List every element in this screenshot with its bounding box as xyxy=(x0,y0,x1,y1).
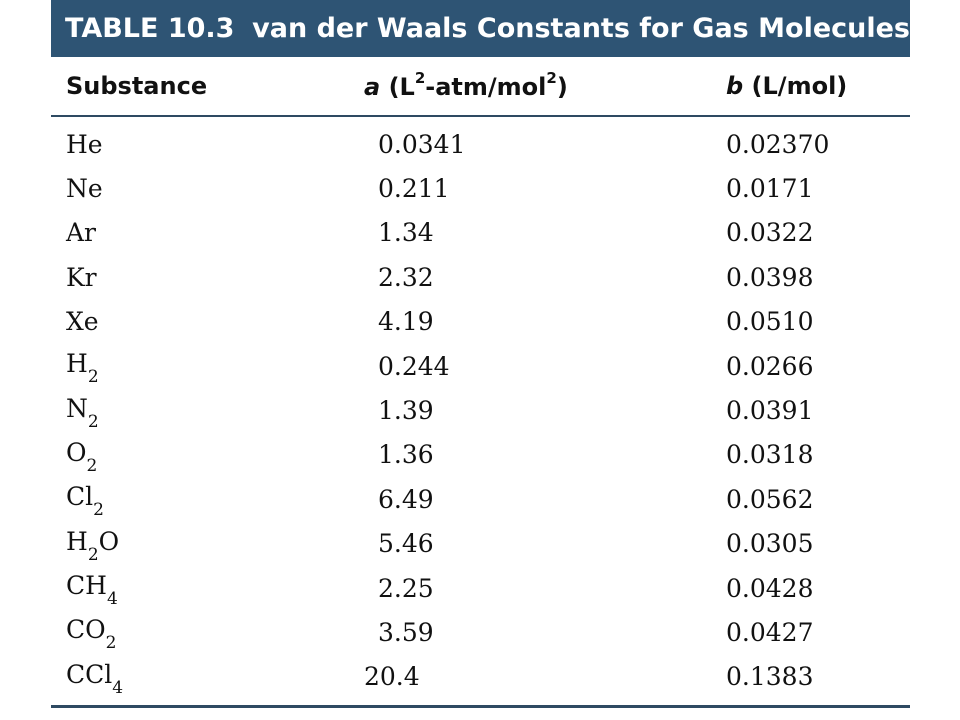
cell-a-value: 6.49 xyxy=(378,484,434,514)
substance-base: CH xyxy=(66,571,107,601)
cell-b-value: 0.02370 xyxy=(726,129,830,159)
substance-base: CCl xyxy=(66,659,113,689)
cell-a-value: 2.25 xyxy=(378,573,434,603)
table-body: He 0.0341 0.02370 Ne 0.211 0.0171 Ar 1.34 0.0322… xyxy=(51,117,910,699)
cell-b-value: 0.0266 xyxy=(726,351,814,381)
table-row: O2 1.36 0.0318 xyxy=(51,433,910,477)
header-a: a (L2-atm/mol2) xyxy=(364,68,726,101)
cell-b-value: 0.0391 xyxy=(726,396,814,426)
table-row: CCl4 20.4 0.1383 xyxy=(51,655,910,699)
substance-subscript: 2 xyxy=(87,367,99,388)
header-substance: Substance xyxy=(66,72,208,100)
cell-b-value: 0.0510 xyxy=(726,307,814,337)
cell-substance: CCl4 xyxy=(51,659,364,698)
table-row: Xe 4.19 0.0510 xyxy=(51,300,910,344)
substance-subscript: 2 xyxy=(93,500,104,521)
substance-base: Ne xyxy=(66,174,103,204)
substance-base: H xyxy=(66,526,88,556)
substance-subscript: 2 xyxy=(87,411,99,432)
header-b-symbol: b xyxy=(726,72,744,100)
substance-base: CO xyxy=(66,615,106,645)
substance-base: Ar xyxy=(66,218,97,248)
cell-substance: He xyxy=(51,130,364,159)
table-number: TABLE 10.3 xyxy=(65,13,235,44)
header-a-unit-exp1: 2 xyxy=(414,68,426,87)
cell-b-value: 0.0322 xyxy=(726,218,814,248)
cell-a-value: 1.39 xyxy=(378,396,434,426)
cell-substance: CO2 xyxy=(51,615,364,653)
cell-substance: Ne xyxy=(51,174,364,203)
substance-tail: O xyxy=(98,526,120,556)
cell-a-value: 3.59 xyxy=(378,617,434,647)
header-a-unit-exp2: 2 xyxy=(546,68,557,87)
header-b-unit: (L/mol) xyxy=(751,72,848,100)
cell-a-value: 20.4 xyxy=(364,662,420,692)
header-a-symbol: a xyxy=(364,72,381,101)
cell-b-value: 0.0305 xyxy=(726,529,814,559)
cell-b-value: 0.0171 xyxy=(726,174,814,204)
substance-subscript: 2 xyxy=(87,544,99,565)
substance-base: Kr xyxy=(66,262,97,292)
cell-substance: CH4 xyxy=(51,571,364,609)
table-title-bar: TABLE 10.3 van der Waals Constants for G… xyxy=(51,0,910,57)
table-row: Ne 0.211 0.0171 xyxy=(51,166,910,210)
cell-a-value: 1.36 xyxy=(378,440,434,470)
cell-substance: H2O xyxy=(51,526,364,565)
cell-a-value: 5.46 xyxy=(378,529,434,559)
header-a-unit-pre: (L xyxy=(388,72,415,101)
substance-subscript: 2 xyxy=(86,455,98,476)
cell-b-value: 0.1383 xyxy=(726,662,814,692)
cell-a-value: 0.211 xyxy=(378,174,450,204)
table-row: CH4 2.25 0.0428 xyxy=(51,566,910,610)
cell-a-value: 0.244 xyxy=(378,351,450,381)
table-row: He 0.0341 0.02370 xyxy=(51,122,910,166)
table-row: Cl2 6.49 0.0562 xyxy=(51,477,910,521)
table-row: Ar 1.34 0.0322 xyxy=(51,211,910,255)
substance-base: O xyxy=(66,437,87,467)
cell-substance: Ar xyxy=(51,218,364,247)
table-row: H2O 5.46 0.0305 xyxy=(51,522,910,566)
cell-b-value: 0.0318 xyxy=(726,440,814,470)
table-bottom-rule xyxy=(51,705,910,709)
cell-b-value: 0.0427 xyxy=(726,617,814,647)
cell-substance: O2 xyxy=(51,437,364,476)
cell-b-value: 0.0398 xyxy=(726,262,814,292)
cell-a-value: 1.34 xyxy=(378,218,434,248)
cell-substance: Kr xyxy=(51,263,364,292)
substance-subscript: 2 xyxy=(105,633,117,654)
substance-base: Xe xyxy=(66,307,99,337)
table-title: van der Waals Constants for Gas Molecule… xyxy=(252,13,910,44)
table-row: CO2 3.59 0.0427 xyxy=(51,610,910,654)
header-b: b (L/mol) xyxy=(726,72,910,100)
cell-substance: N2 xyxy=(51,393,364,432)
header-a-unit-post: ) xyxy=(556,72,568,101)
cell-a-value: 4.19 xyxy=(378,307,434,337)
cell-a-value: 0.0341 xyxy=(378,129,466,159)
cell-substance: Xe xyxy=(51,307,364,336)
cell-substance: Cl2 xyxy=(51,482,364,520)
substance-base: N xyxy=(66,393,88,423)
table-row: Kr 2.32 0.0398 xyxy=(51,255,910,299)
data-table: TABLE 10.3 van der Waals Constants for G… xyxy=(51,0,910,709)
substance-subscript: 4 xyxy=(106,589,118,610)
substance-subscript: 4 xyxy=(112,677,124,698)
header-a-unit-mid: -atm/mol xyxy=(425,72,547,101)
cell-substance: H2 xyxy=(51,349,364,387)
cell-b-value: 0.0428 xyxy=(726,573,814,603)
substance-base: H xyxy=(66,349,88,379)
cell-b-value: 0.0562 xyxy=(726,484,814,514)
table-header-row: Substance a (L2-atm/mol2) b (L/mol) xyxy=(51,57,910,117)
cell-a-value: 2.32 xyxy=(378,262,434,292)
table-row: N2 1.39 0.0391 xyxy=(51,388,910,432)
substance-base: Cl xyxy=(66,482,94,512)
table-row: H2 0.244 0.0266 xyxy=(51,344,910,388)
substance-base: He xyxy=(66,129,103,159)
